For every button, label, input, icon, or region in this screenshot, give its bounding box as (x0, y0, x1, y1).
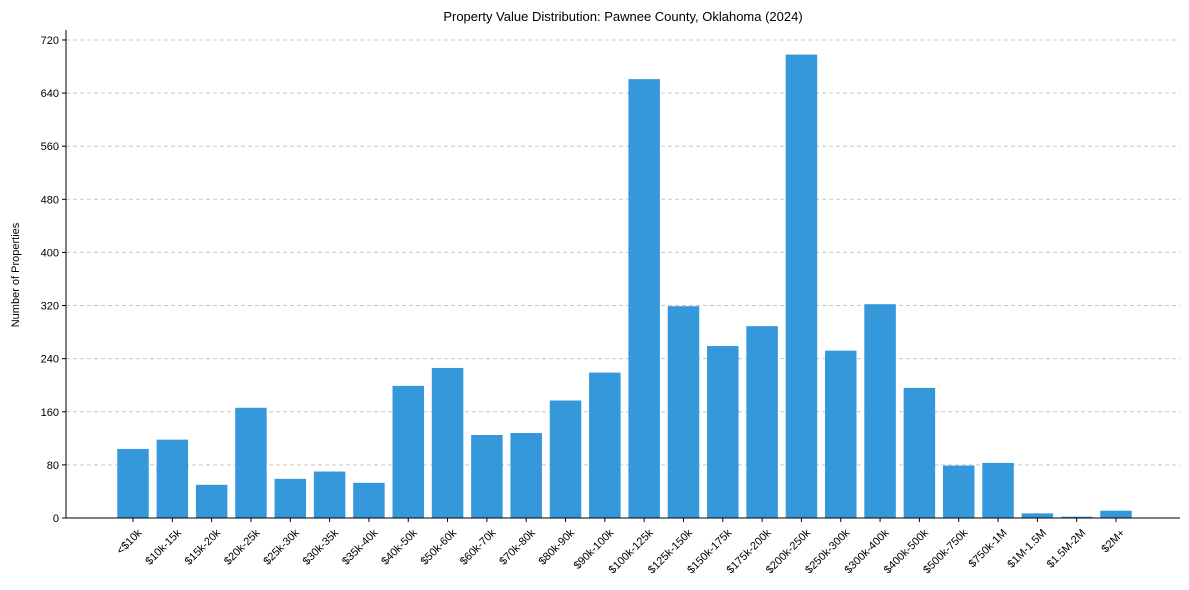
y-tick-label: 0 (53, 513, 59, 525)
x-tick-label: $35k-40k (340, 527, 381, 568)
bar (471, 435, 503, 518)
y-tick-label: 400 (41, 247, 59, 259)
x-tick-label: $2M+ (1099, 527, 1127, 555)
gridlines (66, 39, 1180, 466)
bar (982, 462, 1014, 518)
x-tick-label: $1.5M-2M (1045, 527, 1089, 571)
bars (117, 54, 1132, 519)
bar (313, 471, 346, 518)
bar (274, 478, 307, 518)
x-tick-label: $15k-20k (183, 527, 224, 568)
y-tick-label: 640 (41, 88, 59, 100)
bar (353, 482, 385, 518)
bar (510, 433, 542, 518)
y-tick-label: 240 (41, 354, 59, 366)
x-tick-label: $40k-50k (379, 527, 420, 568)
x-tick-label: $1M-1.5M (1005, 527, 1049, 571)
x-tick-label: $30k-35k (301, 527, 342, 568)
chart-title: Property Value Distribution: Pawnee Coun… (443, 9, 802, 24)
x-tick-label: $750k-1M (967, 527, 1010, 570)
y-tick-label: 560 (41, 141, 59, 153)
bar (942, 465, 975, 518)
x-tick-label: $20k-25k (222, 527, 263, 568)
x-tick-label: $50k-60k (419, 527, 460, 568)
bar (1060, 516, 1093, 518)
bar (1100, 510, 1132, 518)
bar (746, 326, 778, 518)
x-tick-label: $25k-30k (261, 527, 302, 568)
y-tick-label: 80 (47, 460, 59, 472)
bar (156, 439, 189, 518)
bar (707, 346, 739, 518)
bar (785, 54, 818, 519)
bar (1021, 513, 1054, 518)
bar (117, 448, 149, 518)
x-tick-label: $10k-15k (143, 527, 184, 568)
bar (667, 306, 700, 518)
y-tick-label: 160 (41, 407, 59, 419)
bar (825, 350, 857, 518)
y-ticks: 0 80 160 240 320 400 480 560 640 720 (41, 35, 66, 525)
y-tick-label: 720 (41, 35, 59, 47)
bar (549, 400, 582, 518)
x-tick-label: $70k-80k (497, 527, 538, 568)
bar (195, 484, 228, 518)
bar (864, 304, 896, 518)
axes (65, 30, 1180, 519)
x-tick-label: $60k-70k (458, 527, 499, 568)
bar (628, 79, 660, 519)
y-tick-label: 320 (41, 301, 59, 313)
bar (431, 367, 464, 518)
bar (235, 407, 267, 518)
x-tick-label: <$10k (115, 527, 145, 557)
bar (903, 387, 936, 518)
x-tick-label: $80k-90k (537, 527, 578, 568)
y-axis-label: Number of Properties (10, 222, 22, 327)
bar (589, 372, 621, 518)
x-ticks: <$10k$10k-15k$15k-20k$20k-25k$25k-30k$30… (115, 518, 1128, 576)
y-tick-label: 480 (41, 194, 59, 206)
bar (392, 385, 424, 518)
